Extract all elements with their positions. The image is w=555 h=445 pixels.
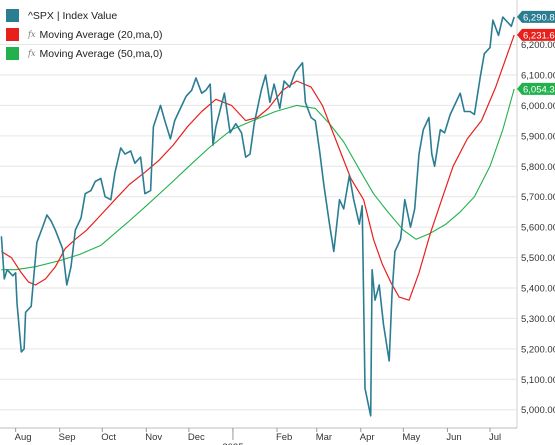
x-tick-label: Nov <box>145 432 162 443</box>
x-tick-label: Jun <box>446 432 461 443</box>
x-tick-label: Sep <box>59 432 76 443</box>
legend-label-ma20: Moving Average (20,ma,0) <box>39 28 163 41</box>
y-tick-label: 6,200.00 <box>521 40 555 51</box>
function-icon: fx <box>28 30 36 39</box>
x-tick-label: Apr <box>360 432 375 443</box>
x-tick-label: May <box>402 432 420 443</box>
last-value-badges: 6,290.88 6,231.69 6,054.31 <box>517 10 555 95</box>
x-tick-label: Jul <box>489 432 501 443</box>
last-value-badge: 6,231.69 <box>517 28 555 41</box>
legend-swatch-ma50 <box>6 47 19 60</box>
legend-item-ma50[interactable]: fx Moving Average (50,ma,0) <box>6 44 162 63</box>
y-tick-label: 5,200.00 <box>521 344 555 355</box>
y-tick-label: 5,800.00 <box>521 162 555 173</box>
last-value-badge: 6,290.88 <box>517 10 555 23</box>
legend-item-spx[interactable]: ^SPX | Index Value <box>6 6 162 25</box>
function-icon: fx <box>28 49 36 58</box>
x-axis: Aug Sep Oct Nov Dec Feb Mar Apr May Jun Jul 2025 <box>0 427 517 445</box>
y-tick-label: 5,900.00 <box>521 131 555 142</box>
ma20-line <box>1 34 515 301</box>
y-axis: 5,000.00 5,100.00 5,200.00 5,300.00 5,400.00… <box>516 0 555 428</box>
legend-item-ma20[interactable]: fx Moving Average (20,ma,0) <box>6 25 162 44</box>
legend-label-spx: ^SPX | Index Value <box>28 9 118 22</box>
spx-line <box>0 16 515 417</box>
badge-shape <box>517 10 555 23</box>
y-tick-label: 5,400.00 <box>521 284 555 295</box>
badge-label: 6,054.31 <box>523 84 555 95</box>
ma50-line <box>1 88 515 271</box>
legend-label-ma50: Moving Average (50,ma,0) <box>39 47 163 60</box>
series-lines <box>0 16 515 417</box>
badge-label: 6,231.69 <box>523 30 555 41</box>
y-tick-label: 5,700.00 <box>521 192 555 203</box>
x-tick-label: Dec <box>188 432 205 443</box>
x-tick-label: Oct <box>101 432 116 443</box>
y-tick-label: 6,000.00 <box>521 101 555 112</box>
legend: ^SPX | Index Value fx Moving Average (20… <box>6 6 162 63</box>
badge-label: 6,290.88 <box>523 12 555 23</box>
year-label: 2025 <box>222 442 243 445</box>
legend-swatch-ma20 <box>6 28 19 41</box>
y-tick-label: 5,500.00 <box>521 253 555 264</box>
x-tick-label: Mar <box>316 432 332 443</box>
x-tick-label: Feb <box>276 432 292 443</box>
badge-shape <box>517 82 555 95</box>
y-tick-label: 6,100.00 <box>521 70 555 81</box>
y-tick-label: 5,600.00 <box>521 223 555 234</box>
x-tick-label: Aug <box>15 432 32 443</box>
y-tick-label: 5,100.00 <box>521 375 555 386</box>
legend-swatch-spx <box>6 9 19 22</box>
y-tick-label: 5,000.00 <box>521 405 555 416</box>
y-tick-label: 5,300.00 <box>521 314 555 325</box>
badge-shape <box>517 28 555 41</box>
last-value-badge: 6,054.31 <box>517 82 555 95</box>
